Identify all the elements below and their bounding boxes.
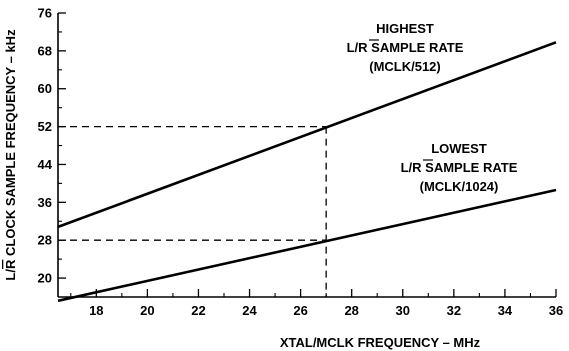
series-line-1 [57, 188, 557, 303]
x-tick-label-20: 20 [140, 303, 154, 318]
annotation-lowest-line3: (MCLK/1024) [420, 179, 499, 194]
y-axis-title: L/R CLOCK SAMPLE FREQUENCY – kHz [3, 29, 18, 281]
y-tick-label-20: 20 [38, 271, 52, 286]
y-tick-label-36: 36 [38, 195, 52, 210]
x-tick-label-32: 32 [447, 303, 461, 318]
y-tick-label-76: 76 [38, 6, 52, 21]
annotation-highest-line1: HIGHEST [376, 21, 434, 36]
series-lines [57, 41, 557, 303]
annotation-highest: HIGHEST L/R SAMPLE RATE (MCLK/512) [347, 21, 464, 74]
x-tick-label-22: 22 [191, 303, 205, 318]
y-axis-title-r: R [3, 259, 18, 269]
y-axis-title-pre: L/ [3, 269, 18, 281]
annotation-lowest: LOWEST L/R SAMPLE RATE (MCLK/1024) [401, 141, 518, 194]
annotation-lowest-line2: L/R SAMPLE RATE [401, 160, 518, 175]
axes [57, 13, 556, 298]
y-axis-title-post: CLOCK SAMPLE FREQUENCY – kHz [3, 29, 18, 260]
x-axis-title: XTAL/MCLK FREQUENCY – MHz [280, 335, 481, 350]
y-tick-label-52: 52 [38, 119, 52, 134]
x-tick-label-36: 36 [549, 303, 563, 318]
x-tick-label-24: 24 [242, 303, 257, 318]
annotation-highest-line2: L/R SAMPLE RATE [347, 40, 464, 55]
x-tick-label-26: 26 [293, 303, 307, 318]
annotation-highest-line3: (MCLK/512) [369, 59, 441, 74]
x-tick-label-34: 34 [498, 303, 513, 318]
ticks: 20 28 36 44 52 60 68 76 18 20 22 24 26 28 30 32 34 36 [38, 6, 564, 319]
y-tick-label-28: 28 [38, 233, 52, 248]
reference-lines [58, 125, 327, 297]
x-tick-label-18: 18 [89, 303, 103, 318]
y-tick-label-44: 44 [38, 157, 53, 172]
x-tick-label-30: 30 [396, 303, 410, 318]
x-tick-label-28: 28 [344, 303, 358, 318]
annotation-lowest-line1: LOWEST [431, 141, 487, 156]
series-line-0 [57, 41, 557, 229]
y-tick-label-68: 68 [38, 43, 52, 58]
y-tick-label-60: 60 [38, 81, 52, 96]
